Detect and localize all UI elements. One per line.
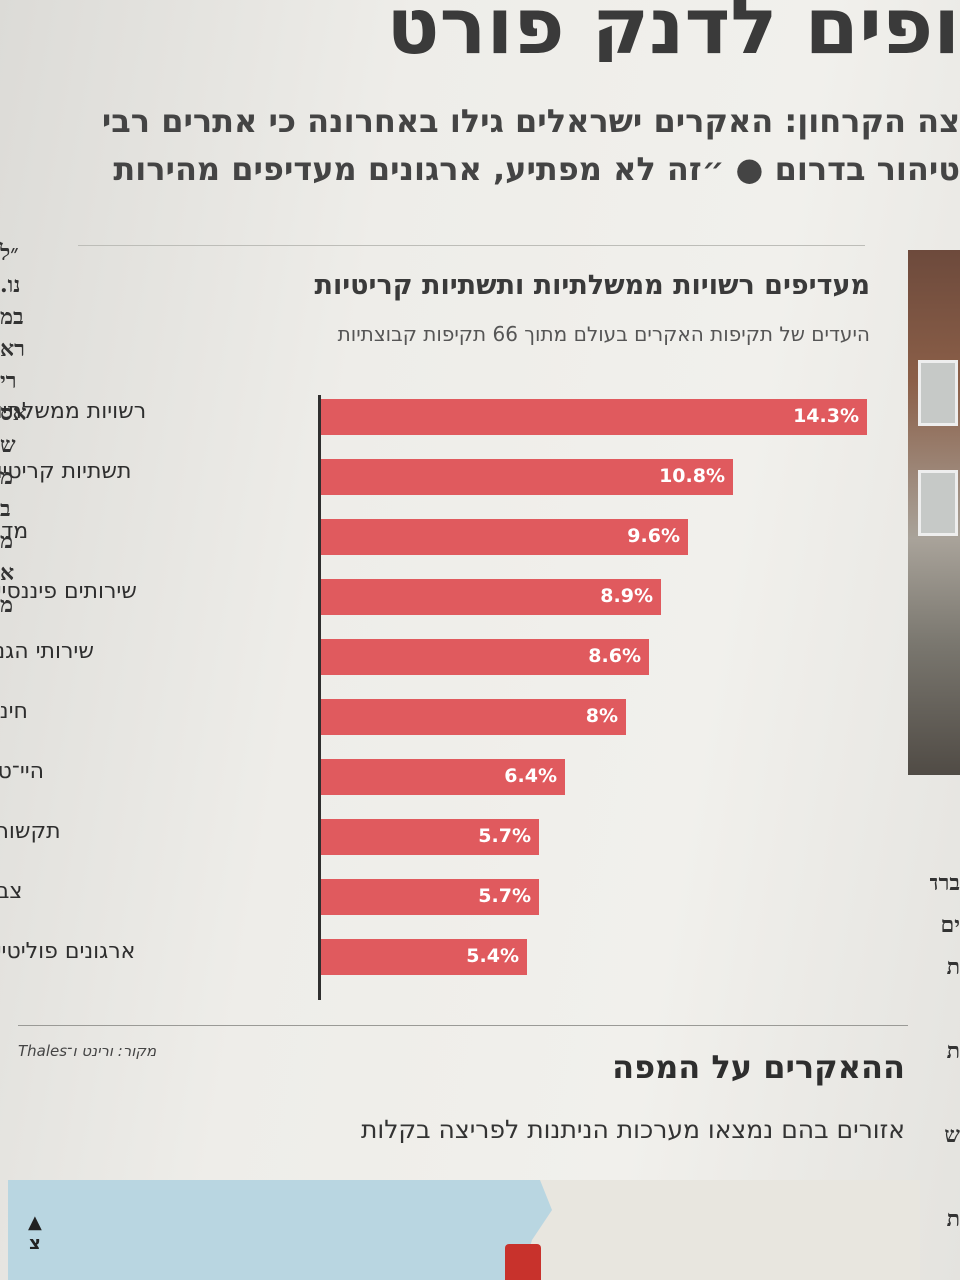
deck-line-1: צה הקרחון: האקרים ישראלים גילו באחרונה כ…	[101, 102, 960, 140]
photo-window	[918, 360, 958, 426]
compass-north-icon: ▲ צ	[28, 1212, 42, 1254]
map-section-title: ההאקרים על המפה	[612, 1048, 905, 1086]
column-text-fragment: מ	[0, 464, 14, 490]
column-text-fragment: נו.	[0, 272, 21, 298]
bar-value-label: 5.4%	[466, 945, 519, 967]
chart-row: צבא 5.7%	[0, 875, 960, 919]
category-label: מדיה	[0, 519, 29, 544]
compass-label: צ	[29, 1233, 41, 1254]
column-text-fragment: ת	[946, 1206, 960, 1232]
column-text-fragment: ש	[944, 1122, 960, 1148]
category-label: צבא	[0, 879, 23, 904]
bar-value-label: 14.3%	[793, 405, 859, 427]
bar	[321, 459, 733, 495]
column-text-fragment: רא	[0, 336, 25, 362]
column-text-fragment: ברה	[930, 870, 960, 896]
chart-subtitle: היעדים של תקיפות האקרים בעולם מתוך 66 תק…	[337, 322, 870, 346]
photo-window	[918, 470, 958, 536]
chart-row: מדיה 9.6%	[0, 515, 960, 559]
chart-row: שירותי הגנה 8.6%	[0, 635, 960, 679]
chart-bottom-rule	[18, 1025, 908, 1026]
bar-value-label: 6.4%	[504, 765, 557, 787]
bar-value-label: 8.6%	[588, 645, 641, 667]
bar	[321, 399, 867, 435]
chart-row: תשתיות קריטיות 10.8%	[0, 455, 960, 499]
category-label: ארגונים פוליטיים	[0, 939, 136, 964]
chart-row: תקשורת 5.7%	[0, 815, 960, 859]
column-text-fragment: ב	[0, 496, 11, 522]
bar	[321, 879, 539, 915]
category-label: היי־טק	[0, 759, 45, 784]
chart-row: רשויות ממשלתיות 14.3%	[0, 395, 960, 439]
right-column-fragments: ברה ים ת ת ש ת	[930, 870, 960, 1280]
category-label: חינוך	[0, 699, 28, 724]
chart-source: מקור: ורינט ו־Thales	[18, 1042, 157, 1060]
column-text-fragment: במ	[0, 304, 24, 330]
bar	[321, 819, 539, 855]
chart-title: מעדיפים רשויות ממשלתיות ותשתיות קריטיות	[314, 270, 870, 301]
bar-value-label: 8.9%	[600, 585, 653, 607]
column-text-fragment: ״ל	[0, 240, 19, 266]
bar	[321, 759, 565, 795]
bar-value-label: 5.7%	[478, 885, 531, 907]
category-label: שירותי הגנה	[0, 639, 94, 664]
bar-value-label: 9.6%	[627, 525, 680, 547]
column-text-fragment: ים	[940, 912, 960, 938]
column-text-fragment	[930, 1164, 960, 1206]
chart-axis-line	[318, 395, 321, 1000]
column-text-fragment: רי	[0, 368, 17, 394]
bar	[321, 699, 626, 735]
chart-row: ארגונים פוליטיים 5.4%	[0, 935, 960, 979]
column-text-fragment: מ	[0, 592, 14, 618]
left-column-fragments: ״ל נו. במ רא רי אס ש מ ב מ א מ	[0, 240, 40, 880]
column-text-fragment: אס	[0, 400, 27, 426]
bar	[321, 519, 688, 555]
column-text-fragment	[930, 1080, 960, 1122]
bar-value-label: 5.7%	[478, 825, 531, 847]
category-label: תקשורת	[0, 819, 61, 844]
category-label: שירותים פיננסיים	[0, 579, 137, 604]
map-land	[520, 1180, 920, 1280]
category-label: תשתיות קריטיות	[0, 459, 132, 484]
bar-value-label: 10.8%	[659, 465, 725, 487]
column-text-fragment: ש	[0, 432, 16, 458]
chart-row: שירותים פיננסיים 8.9%	[0, 575, 960, 619]
column-text-fragment: מ	[0, 528, 14, 554]
column-text-fragment: א	[0, 560, 15, 586]
column-text-fragment	[930, 1248, 960, 1280]
bar	[321, 939, 527, 975]
building-photo	[908, 250, 960, 775]
headline-fragment: ופים לדנק פורט	[386, 0, 960, 62]
category-label: רשויות ממשלתיות	[0, 399, 147, 424]
deck-line-2: טיהור בדרום ● ״זה לא מפתיע, ארגונים מעדי…	[113, 150, 960, 188]
map-marker-icon	[505, 1244, 541, 1280]
map-section-subtitle: אזורים בהם נמצאו מערכות הניתנות לפריצה ב…	[360, 1115, 905, 1144]
column-text-fragment: ת	[946, 1038, 960, 1064]
chart-row: חינוך 8%	[0, 695, 960, 739]
chart-row: היי־טק 6.4%	[0, 755, 960, 799]
column-text-fragment: ת	[946, 954, 960, 980]
bar-value-label: 8%	[585, 705, 618, 727]
bar	[321, 579, 661, 615]
bar	[321, 639, 649, 675]
chart-top-rule	[78, 245, 865, 246]
column-text-fragment	[930, 996, 960, 1038]
